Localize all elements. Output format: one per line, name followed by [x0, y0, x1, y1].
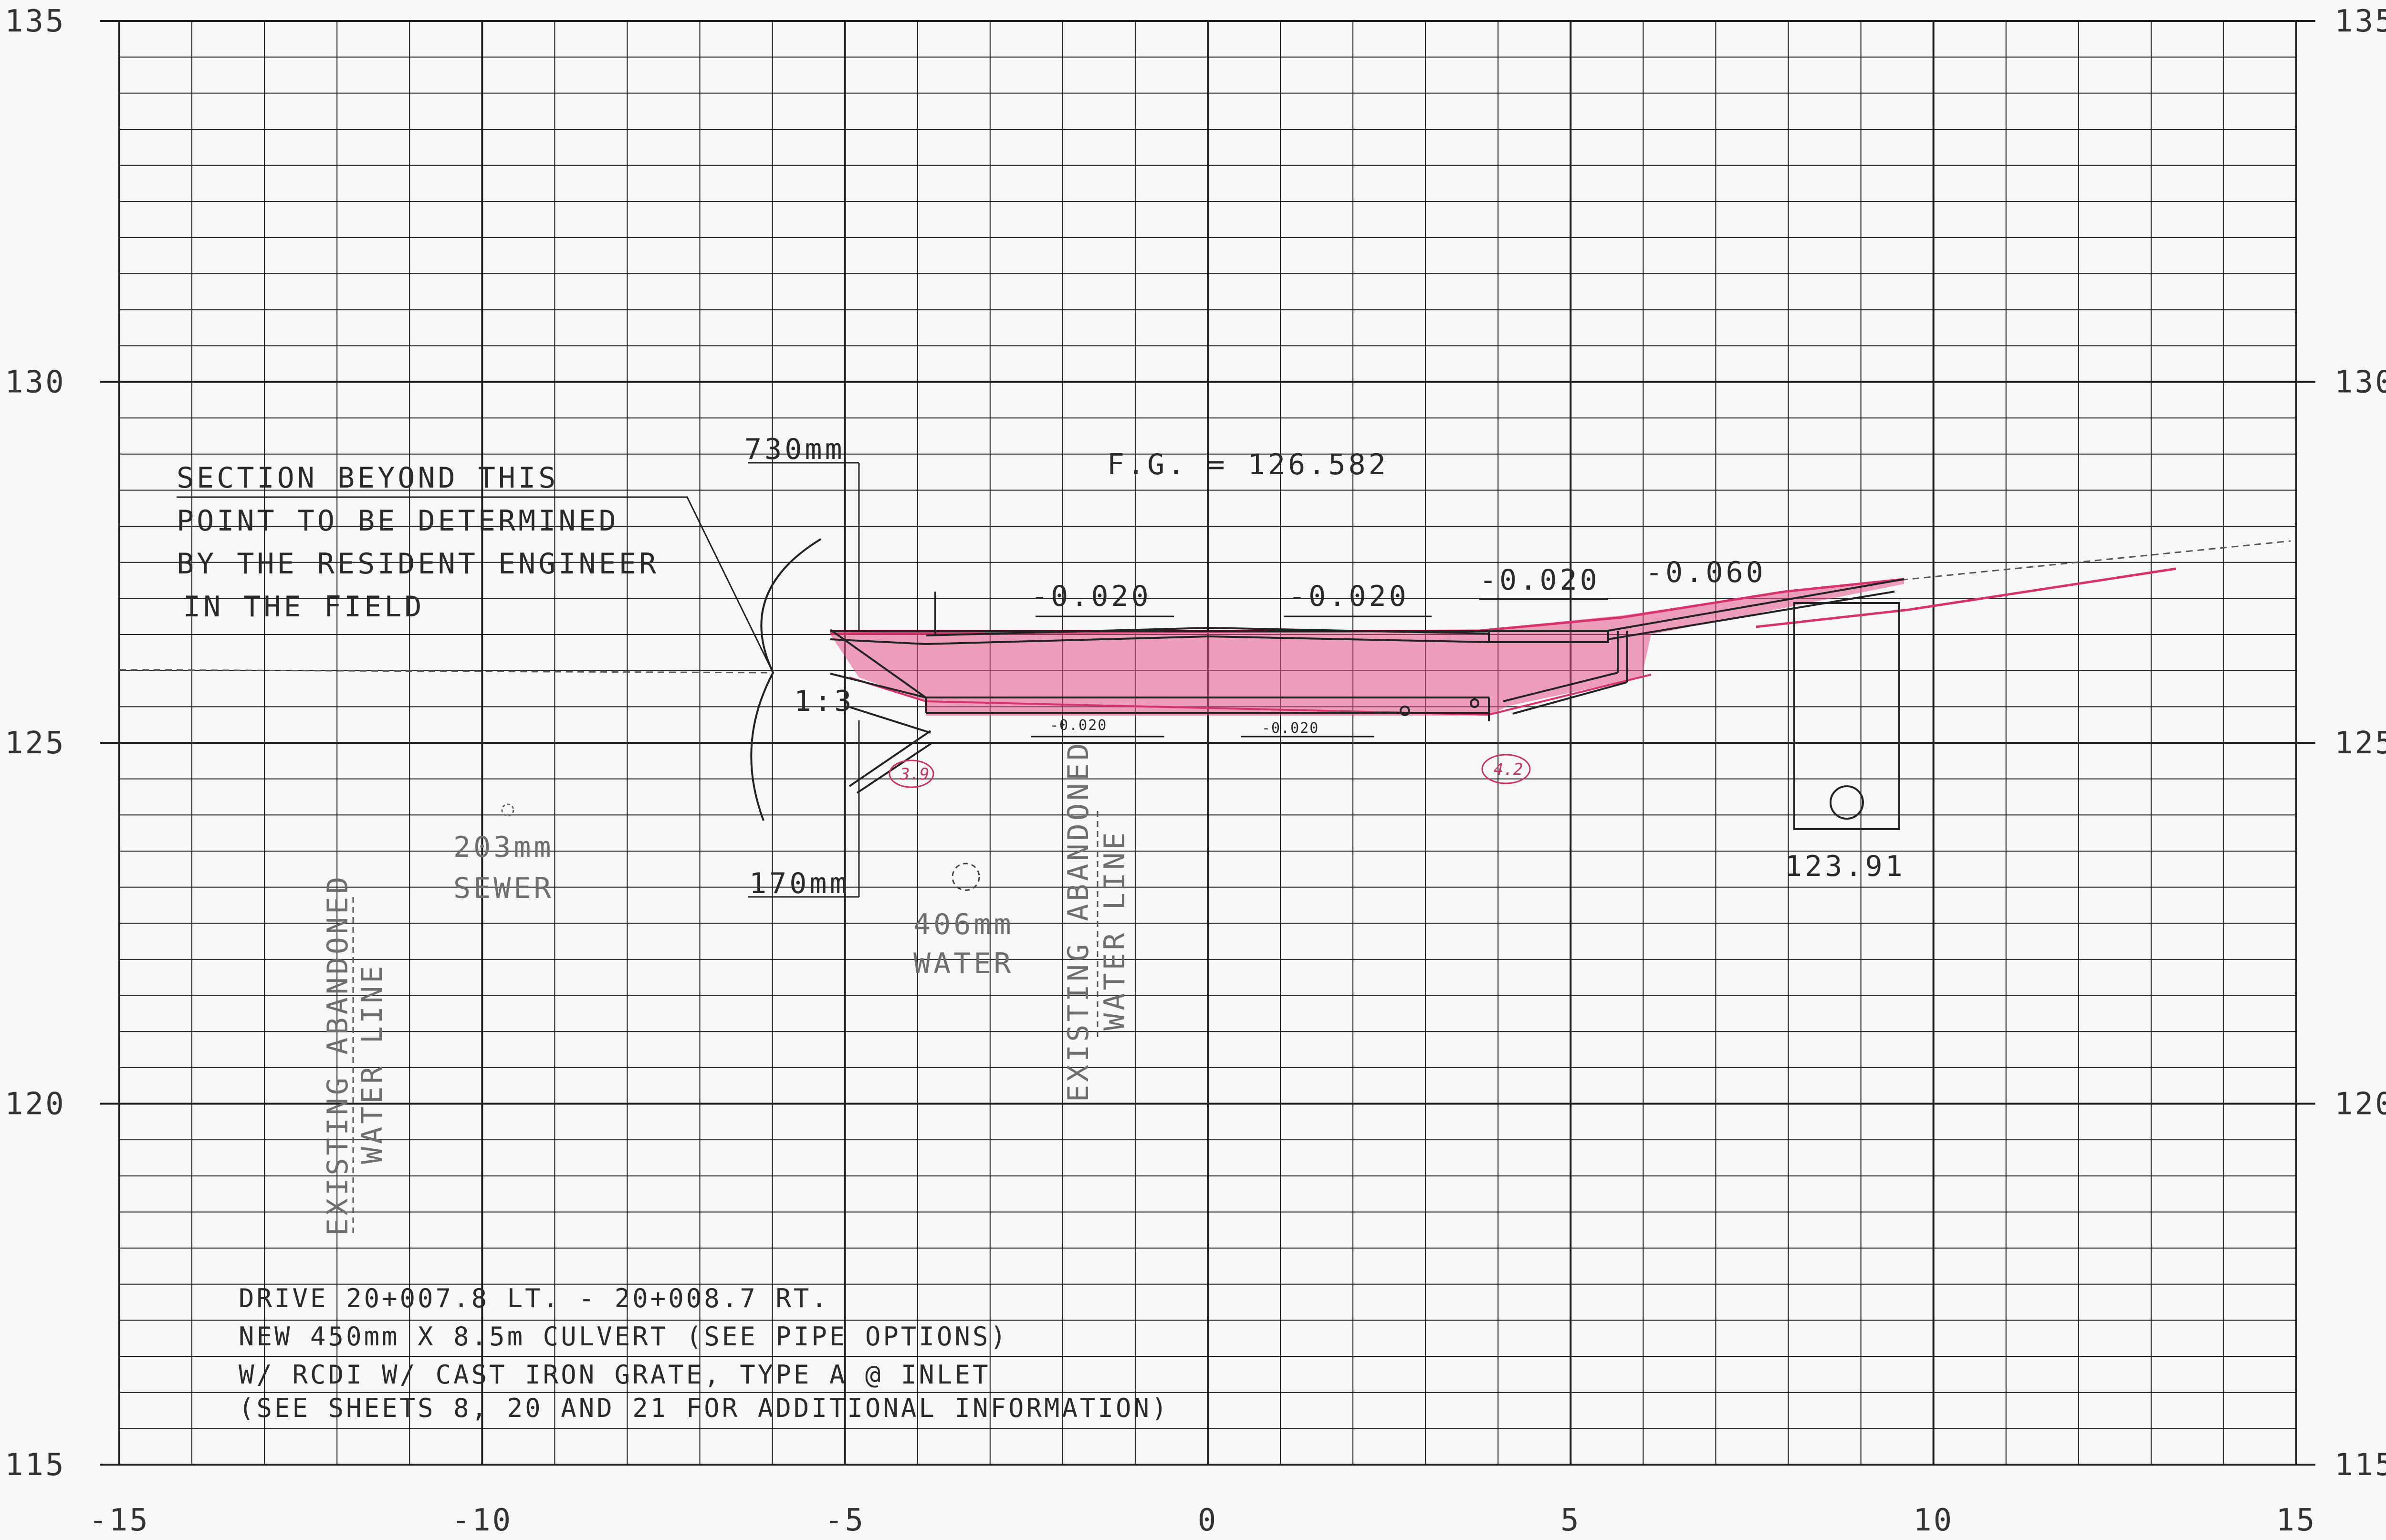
slope-arrows: [1031, 598, 1608, 738]
sub-slope-label-1: -0.020: [1050, 717, 1107, 734]
y-tick-label-right: 115: [2334, 1447, 2386, 1483]
dimension-bottom-label: 170mm: [749, 867, 850, 900]
y-tick-label-right: 130: [2334, 365, 2386, 400]
side-slope-label: 1:3: [794, 685, 854, 718]
section-note-line-4: IN THE FIELD: [183, 590, 424, 624]
dimension-top-label: 730mm: [744, 433, 845, 466]
water-size-label: 406mm: [913, 908, 1014, 941]
grid: [100, 20, 2315, 1466]
dimension-lines: [748, 462, 860, 898]
markup-line-lower: [849, 674, 1652, 716]
drive-note-line-4: (SEE SHEETS 8, 20 AND 21 FOR ADDITIONAL …: [239, 1393, 1170, 1423]
left-y-axis-tick-labels: 135 130 125 120 115: [5, 4, 66, 1483]
y-tick-label-left: 130: [5, 365, 66, 400]
abandoned-mid-line-1: EXISTING ABANDONED: [1062, 740, 1095, 1102]
slope-label-2: -0.020: [1288, 580, 1409, 613]
right-y-axis-tick-labels: 135 130 125 120 115: [2334, 4, 2386, 1483]
section-note-line-1: SECTION BEYOND THIS: [177, 461, 558, 495]
proposed-section-markup: [830, 567, 2177, 716]
section-note-line-3: BY THE RESIDENT ENGINEER: [177, 547, 659, 581]
markup-extension-line: [1756, 567, 2177, 628]
drive-note-line-1: DRIVE 20+007.8 LT. - 20+008.7 RT.: [239, 1283, 829, 1313]
x-tick-label: -5: [825, 1503, 865, 1538]
slope-label-1: -0.020: [1031, 580, 1151, 613]
abandoned-mid-line-2: WATER LINE: [1098, 830, 1131, 1030]
drive-note-line-3: W/ RCDI W/ CAST IRON GRATE, TYPE A @ INL…: [239, 1360, 990, 1390]
pavement-fill: [830, 579, 1904, 716]
sewer-label: SEWER: [453, 872, 554, 905]
section-note-line-2: POINT TO BE DETERMINED: [177, 504, 619, 538]
handwritten-callouts: [889, 754, 1531, 788]
invert-elevation-label: 123.91: [1785, 850, 1905, 883]
y-tick-label-right: 120: [2334, 1087, 2386, 1122]
x-tick-label: 5: [1560, 1503, 1581, 1538]
y-tick-label-left: 135: [5, 4, 66, 39]
abandoned-left-line-2: WATER LINE: [356, 963, 389, 1164]
sub-slope-label-2: -0.020: [1262, 720, 1319, 737]
section-note: SECTION BEYOND THIS POINT TO BE DETERMIN…: [177, 461, 659, 624]
inlet-structure: [1793, 602, 1900, 830]
x-tick-label: -15: [89, 1503, 150, 1538]
x-tick-label: 10: [1913, 1503, 1954, 1538]
existing-ground-line: [119, 540, 2291, 674]
y-tick-label-left: 115: [5, 1447, 66, 1483]
sewer-size-label: 203mm: [453, 831, 554, 864]
y-tick-label-left: 120: [5, 1087, 66, 1122]
abandoned-line-markers: [352, 811, 1099, 1236]
x-axis-tick-labels: -15 -10 -5 0 5 10 15: [89, 1503, 2316, 1538]
x-tick-label: 15: [2276, 1503, 2316, 1538]
pavement-structure: [829, 578, 1905, 721]
note-leader: [177, 496, 774, 673]
finished-grade-label: F.G. = 126.582: [1107, 448, 1389, 481]
slope-label-4: -0.060: [1645, 556, 1766, 589]
water-pipe-symbol: [952, 863, 980, 891]
abandoned-left-line-1: EXISTING ABANDONED: [321, 874, 355, 1236]
hand-note-left: 3.9: [900, 765, 929, 784]
x-tick-label: 0: [1198, 1503, 1218, 1538]
hand-note-right: 4.2: [1494, 760, 1523, 779]
water-label: WATER: [913, 947, 1014, 980]
y-tick-label-left: 125: [5, 726, 66, 761]
drive-note-line-2: NEW 450mm X 8.5m CULVERT (SEE PIPE OPTIO…: [239, 1321, 1008, 1352]
sewer-pipe-symbol: [501, 803, 514, 817]
y-tick-label-right: 135: [2334, 4, 2386, 39]
y-tick-label-right: 125: [2334, 726, 2386, 761]
drive-note: DRIVE 20+007.8 LT. - 20+008.7 RT. NEW 45…: [239, 1283, 1170, 1423]
slope-label-3: -0.020: [1479, 563, 1600, 597]
x-tick-label: -10: [452, 1503, 513, 1538]
